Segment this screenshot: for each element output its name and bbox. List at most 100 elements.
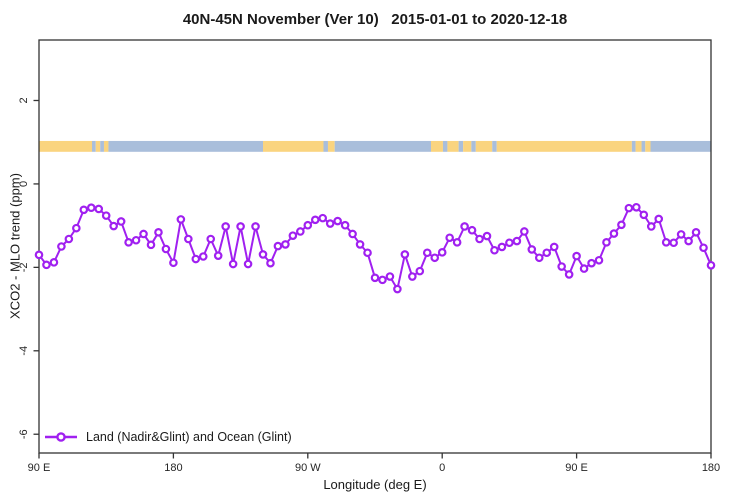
data-point — [116, 217, 126, 226]
data-point — [146, 240, 156, 250]
data-point — [370, 273, 380, 283]
data-point — [94, 204, 104, 214]
data-point — [318, 213, 328, 223]
data-point — [79, 205, 89, 215]
data-point — [325, 219, 335, 228]
data-point — [669, 238, 678, 248]
x-tick-label: 90 W — [295, 462, 321, 474]
data-point — [475, 234, 484, 244]
data-point — [64, 234, 74, 244]
data-point — [273, 241, 283, 251]
data-point — [654, 214, 664, 224]
data-point — [661, 238, 671, 247]
data-point — [363, 248, 372, 258]
legend-line-marker-icon — [45, 432, 77, 442]
surface-band-segment-sea — [471, 140, 476, 152]
surface-band-segment-land — [475, 140, 493, 152]
data-point — [676, 230, 686, 239]
data-point — [72, 223, 81, 233]
data-point — [691, 228, 701, 237]
data-point — [497, 242, 507, 252]
surface-band-segment-sea — [108, 140, 263, 152]
surface-band-segment-land — [496, 140, 632, 152]
data-point — [378, 275, 387, 285]
data-point — [699, 243, 708, 253]
data-point — [512, 236, 522, 246]
x-tick-label: 180 — [702, 462, 720, 474]
data-point — [400, 250, 410, 259]
data-point — [184, 234, 193, 244]
data-point — [617, 220, 626, 230]
data-point — [221, 222, 230, 231]
data-point — [86, 203, 96, 213]
data-point — [310, 215, 320, 225]
data-point — [206, 234, 216, 244]
data-point — [34, 250, 44, 260]
data-point — [505, 238, 514, 248]
data-point — [587, 258, 596, 268]
data-point — [594, 255, 604, 265]
chart-title: 40N-45N November (Ver 10) 2015-01-01 to … — [182, 11, 568, 28]
data-point — [624, 203, 634, 213]
data-point — [422, 248, 432, 258]
data-point — [228, 259, 238, 269]
x-tick-label: 180 — [164, 462, 182, 474]
surface-band-segment-sea — [458, 140, 464, 152]
y-tick-label: -4 — [18, 346, 30, 356]
data-point — [236, 222, 245, 231]
x-axis-title: Longitude (deg E) — [323, 477, 427, 492]
y-tick-label: 2 — [18, 97, 30, 103]
data-point — [340, 220, 350, 230]
data-point — [460, 222, 469, 231]
data-point — [564, 270, 574, 279]
y-tick-label: 0 — [18, 181, 30, 187]
y-tick-label: -6 — [18, 429, 30, 439]
data-point — [49, 258, 59, 267]
data-point — [176, 215, 186, 224]
surface-band-segment-land — [95, 140, 101, 152]
data-point — [393, 284, 402, 294]
data-point — [258, 250, 268, 259]
surface-band-segment-land — [447, 140, 459, 152]
data-point — [213, 251, 223, 260]
surface-band-segment-land — [431, 140, 443, 152]
data-point — [139, 229, 148, 239]
data-point — [415, 266, 425, 276]
data-point — [684, 236, 693, 246]
surface-band-segment-sea — [631, 140, 636, 152]
data-point — [408, 272, 417, 281]
data-point — [191, 254, 201, 264]
y-axis-title: XCO2 - MLO trend (ppm) — [7, 173, 23, 319]
data-point — [303, 220, 313, 230]
data-point — [557, 262, 566, 271]
data-point — [482, 231, 492, 241]
data-point — [131, 235, 141, 245]
surface-band-segment-sea — [334, 140, 431, 152]
data-point — [572, 251, 581, 261]
data-point — [646, 222, 656, 231]
x-tick-label: 90 E — [28, 462, 51, 474]
data-point — [385, 272, 395, 281]
data-point — [124, 238, 133, 247]
data-point — [602, 238, 611, 247]
surface-band-segment-sea — [650, 140, 711, 152]
legend: Land (Nadir&Glint) and Ocean (Glint) — [44, 429, 292, 445]
data-point — [527, 245, 537, 254]
surface-band-segment-land — [103, 140, 109, 152]
surface-band-segment-sea — [92, 140, 96, 152]
data-point — [266, 258, 275, 268]
data-point — [430, 253, 440, 263]
data-point — [452, 238, 462, 247]
data-point — [490, 245, 499, 255]
data-point — [355, 240, 365, 249]
data-point — [243, 259, 253, 269]
surface-band-segment-sea — [323, 140, 328, 152]
data-point — [445, 233, 454, 243]
data-point — [437, 248, 447, 257]
data-point — [169, 258, 178, 268]
data-point — [198, 252, 208, 261]
surface-band-segment-land — [645, 140, 651, 152]
surface-band-segment-sea — [641, 140, 646, 152]
